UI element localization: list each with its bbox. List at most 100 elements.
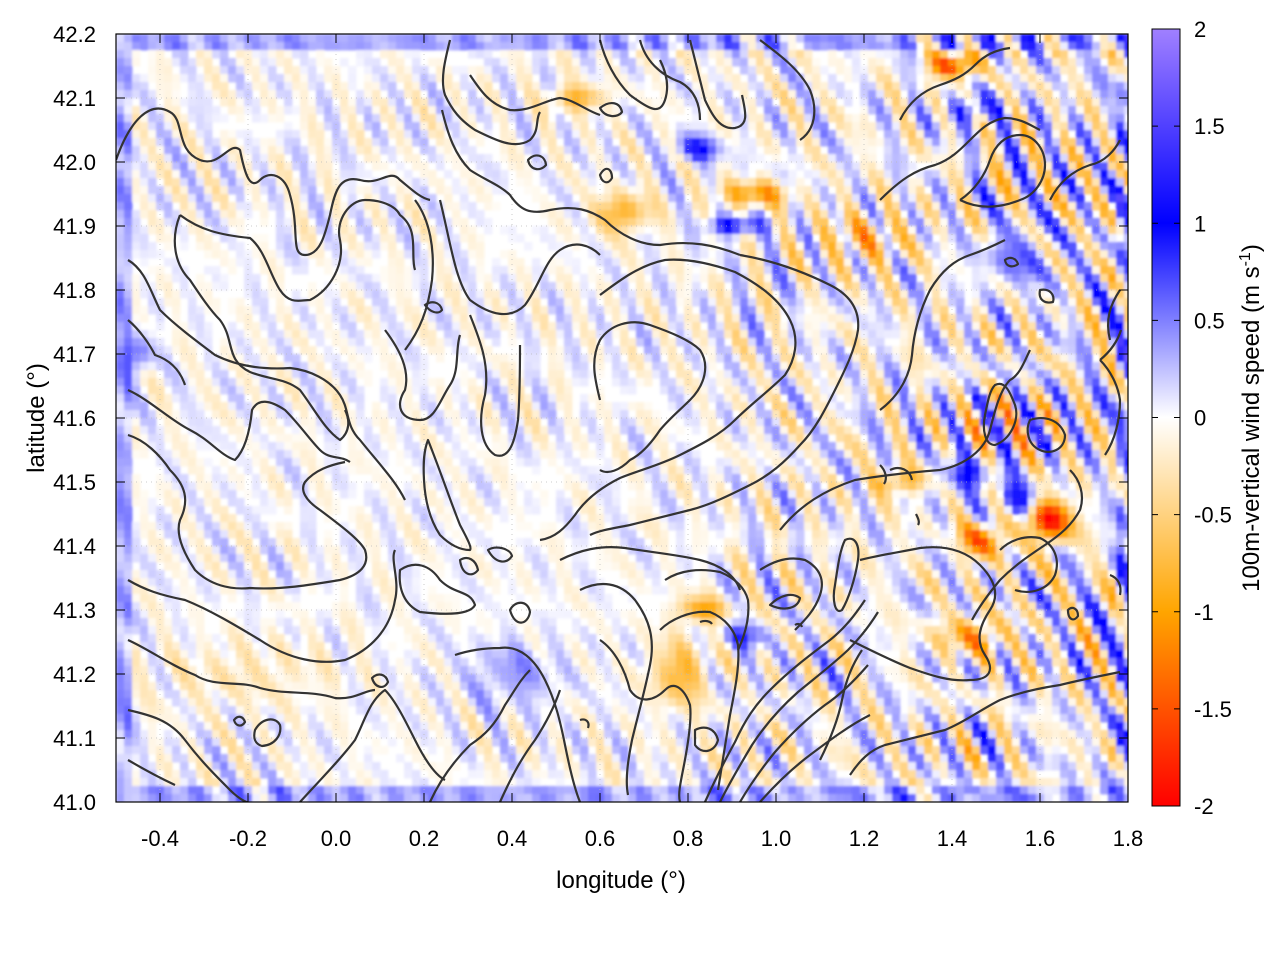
heatmap-cell bbox=[956, 66, 965, 75]
heatmap-cell bbox=[1052, 170, 1061, 179]
heatmap-cell bbox=[116, 378, 125, 387]
heatmap-cell bbox=[716, 226, 725, 235]
heatmap-cell bbox=[684, 202, 693, 211]
heatmap-cell bbox=[1068, 154, 1077, 163]
heatmap-cell bbox=[364, 370, 373, 379]
heatmap-cell bbox=[868, 282, 877, 291]
heatmap-cell bbox=[884, 146, 893, 155]
heatmap-cell bbox=[188, 82, 197, 91]
heatmap-cell bbox=[196, 370, 205, 379]
heatmap-cell bbox=[1044, 114, 1053, 123]
heatmap-cell bbox=[1012, 74, 1021, 83]
heatmap-cell bbox=[524, 282, 533, 291]
heatmap-cell bbox=[956, 370, 965, 379]
heatmap-cell bbox=[308, 130, 317, 139]
heatmap-cell bbox=[884, 186, 893, 195]
heatmap-cell bbox=[860, 338, 869, 347]
heatmap-cell bbox=[1084, 66, 1093, 75]
heatmap-cell bbox=[116, 258, 125, 267]
heatmap-cell bbox=[1084, 362, 1093, 371]
heatmap-cell bbox=[988, 362, 997, 371]
heatmap-cell bbox=[396, 282, 405, 291]
heatmap-cell bbox=[356, 170, 365, 179]
heatmap-cell bbox=[428, 346, 437, 355]
heatmap-cell bbox=[452, 322, 461, 331]
heatmap-cell bbox=[756, 34, 765, 43]
heatmap-cell bbox=[124, 82, 133, 91]
heatmap-cell bbox=[124, 266, 133, 275]
heatmap-cell bbox=[1100, 42, 1109, 51]
heatmap-cell bbox=[644, 242, 653, 251]
heatmap-cell bbox=[692, 146, 701, 155]
heatmap-cell bbox=[772, 178, 781, 187]
heatmap-cell bbox=[812, 362, 821, 371]
heatmap-cell bbox=[1044, 138, 1053, 147]
heatmap-cell bbox=[196, 202, 205, 211]
heatmap-cell bbox=[292, 42, 301, 51]
heatmap-cell bbox=[932, 50, 941, 59]
heatmap-cell bbox=[828, 50, 837, 59]
heatmap-cell bbox=[468, 98, 477, 107]
heatmap-cell bbox=[772, 154, 781, 163]
heatmap-cell bbox=[668, 298, 677, 307]
heatmap-cell bbox=[1068, 122, 1077, 131]
heatmap-cell bbox=[636, 122, 645, 131]
heatmap-cell bbox=[828, 138, 837, 147]
heatmap-cell bbox=[300, 378, 309, 387]
heatmap-cell bbox=[164, 34, 173, 43]
heatmap-cell bbox=[1100, 282, 1109, 291]
heatmap-cell bbox=[564, 386, 573, 395]
heatmap-cell bbox=[1092, 66, 1101, 75]
heatmap-cell bbox=[708, 378, 717, 387]
heatmap-cell bbox=[644, 354, 653, 363]
heatmap-cell bbox=[380, 162, 389, 171]
heatmap-cell bbox=[428, 194, 437, 203]
heatmap-cell bbox=[988, 106, 997, 115]
heatmap-cell bbox=[612, 250, 621, 259]
heatmap-cell bbox=[548, 362, 557, 371]
heatmap-cell bbox=[212, 74, 221, 83]
heatmap-cell bbox=[652, 66, 661, 75]
heatmap-cell bbox=[404, 194, 413, 203]
heatmap-cell bbox=[1052, 130, 1061, 139]
heatmap-cell bbox=[852, 34, 861, 43]
heatmap-cell bbox=[820, 338, 829, 347]
heatmap-cell bbox=[668, 314, 677, 323]
heatmap-cell bbox=[804, 50, 813, 59]
heatmap-cell bbox=[1028, 162, 1037, 171]
heatmap-cell bbox=[244, 186, 253, 195]
heatmap-cell bbox=[860, 178, 869, 187]
heatmap-cell bbox=[340, 138, 349, 147]
heatmap-cell bbox=[124, 66, 133, 75]
heatmap-cell bbox=[1108, 234, 1117, 243]
heatmap-cell bbox=[276, 106, 285, 115]
heatmap-cell bbox=[276, 226, 285, 235]
heatmap-cell bbox=[460, 74, 469, 83]
heatmap-cell bbox=[188, 186, 197, 195]
heatmap-cell bbox=[660, 250, 669, 259]
heatmap-cell bbox=[1036, 138, 1045, 147]
heatmap-cell bbox=[796, 122, 805, 131]
heatmap-cell bbox=[356, 274, 365, 283]
heatmap-cell bbox=[396, 266, 405, 275]
heatmap-cell bbox=[188, 66, 197, 75]
heatmap-cell bbox=[388, 322, 397, 331]
heatmap-cell bbox=[836, 90, 845, 99]
heatmap-cell bbox=[116, 346, 125, 355]
heatmap-cell bbox=[708, 354, 717, 363]
heatmap-cell bbox=[1004, 354, 1013, 363]
heatmap-cell bbox=[516, 74, 525, 83]
heatmap-cell bbox=[988, 338, 997, 347]
heatmap-cell bbox=[1068, 162, 1077, 171]
heatmap-cell bbox=[1020, 178, 1029, 187]
heatmap-cell bbox=[124, 162, 133, 171]
heatmap-cell bbox=[308, 242, 317, 251]
heatmap-cell bbox=[428, 58, 437, 67]
heatmap-cell bbox=[636, 154, 645, 163]
heatmap-cell bbox=[996, 106, 1005, 115]
heatmap-cell bbox=[820, 290, 829, 299]
heatmap-cell bbox=[428, 130, 437, 139]
heatmap-cell bbox=[740, 250, 749, 259]
heatmap-cell bbox=[572, 42, 581, 51]
heatmap-cell bbox=[676, 338, 685, 347]
